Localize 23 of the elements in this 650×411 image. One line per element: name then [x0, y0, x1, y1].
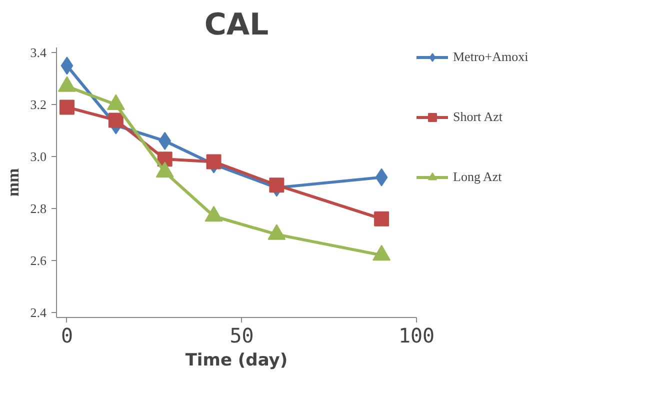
chart-title: CAL [204, 8, 269, 42]
y-axis-title: mm [3, 168, 22, 197]
x-tick-label: 50 [230, 324, 254, 348]
y-tick-label: 2.6 [30, 252, 47, 268]
point [60, 56, 74, 75]
y-tick-label: 3.4 [30, 45, 47, 60]
point [59, 100, 74, 115]
y-tick-label: 2.4 [30, 304, 47, 320]
y-tick-label: 3.2 [30, 97, 46, 112]
point [108, 112, 124, 128]
point [374, 211, 390, 226]
point [269, 178, 284, 193]
x-axis-title: Time (day) [185, 350, 288, 370]
legend-label: Short Azt [453, 109, 502, 125]
point [206, 154, 222, 170]
x-tick-label: 100 [398, 324, 435, 348]
y-tick-label: 3.0 [30, 149, 46, 164]
legend-label: Metro+Amoxi [453, 49, 528, 65]
x-tick-label: 0 [60, 324, 74, 348]
point [375, 168, 388, 186]
legend-label: Long Azt [453, 169, 502, 185]
y-tick-label: 2.8 [30, 200, 46, 216]
point [158, 132, 172, 150]
